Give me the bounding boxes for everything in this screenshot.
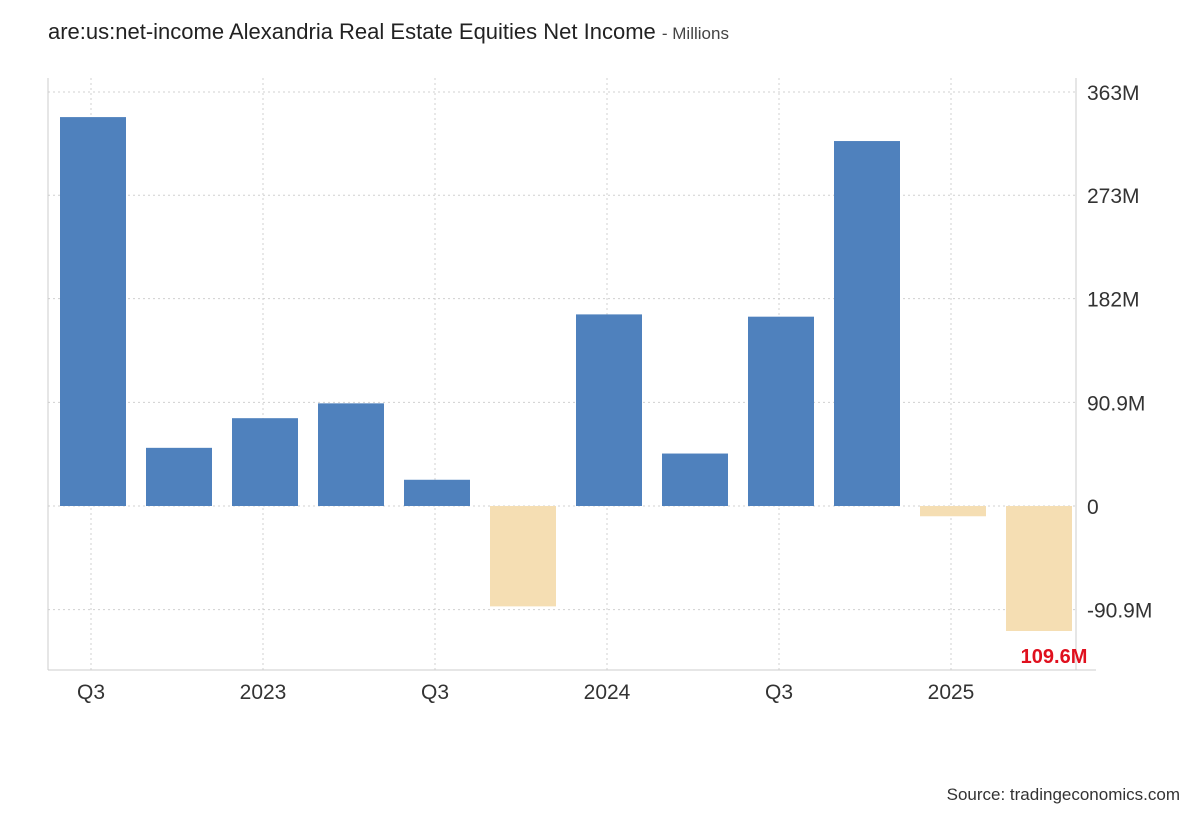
bar: [576, 314, 642, 506]
y-tick-label: 0: [1087, 496, 1099, 519]
bar: [404, 479, 470, 506]
bar: [748, 316, 814, 506]
y-tick-label: -90.9M: [1087, 600, 1152, 623]
bar: [232, 418, 298, 506]
x-tick-label: Q3: [765, 681, 793, 704]
chart-title: are:us:net-income Alexandria Real Estate…: [48, 19, 729, 45]
y-tick-label: 90.9M: [1087, 392, 1145, 415]
bar: [146, 447, 212, 506]
y-tick-label: 363M: [1087, 82, 1140, 105]
last-value-label: 109.6M: [1021, 646, 1088, 668]
x-tick-label: 2025: [928, 681, 975, 704]
chart-subtitle: - Millions: [661, 24, 729, 43]
x-tick-label: 2023: [240, 681, 287, 704]
x-tick-label: Q3: [77, 681, 105, 704]
x-tick-label: Q3: [421, 681, 449, 704]
bar: [920, 506, 986, 517]
y-tick-label: 182M: [1087, 289, 1140, 312]
bar: [60, 117, 126, 506]
bar: [834, 141, 900, 506]
chart-title-text: are:us:net-income Alexandria Real Estate…: [48, 19, 656, 44]
bar: [318, 403, 384, 506]
bar: [1006, 506, 1072, 631]
bar: [490, 506, 556, 607]
bar: [662, 453, 728, 506]
x-tick-label: 2024: [584, 681, 631, 704]
source-note: Source: tradingeconomics.com: [946, 785, 1180, 804]
y-tick-label: 273M: [1087, 185, 1140, 208]
